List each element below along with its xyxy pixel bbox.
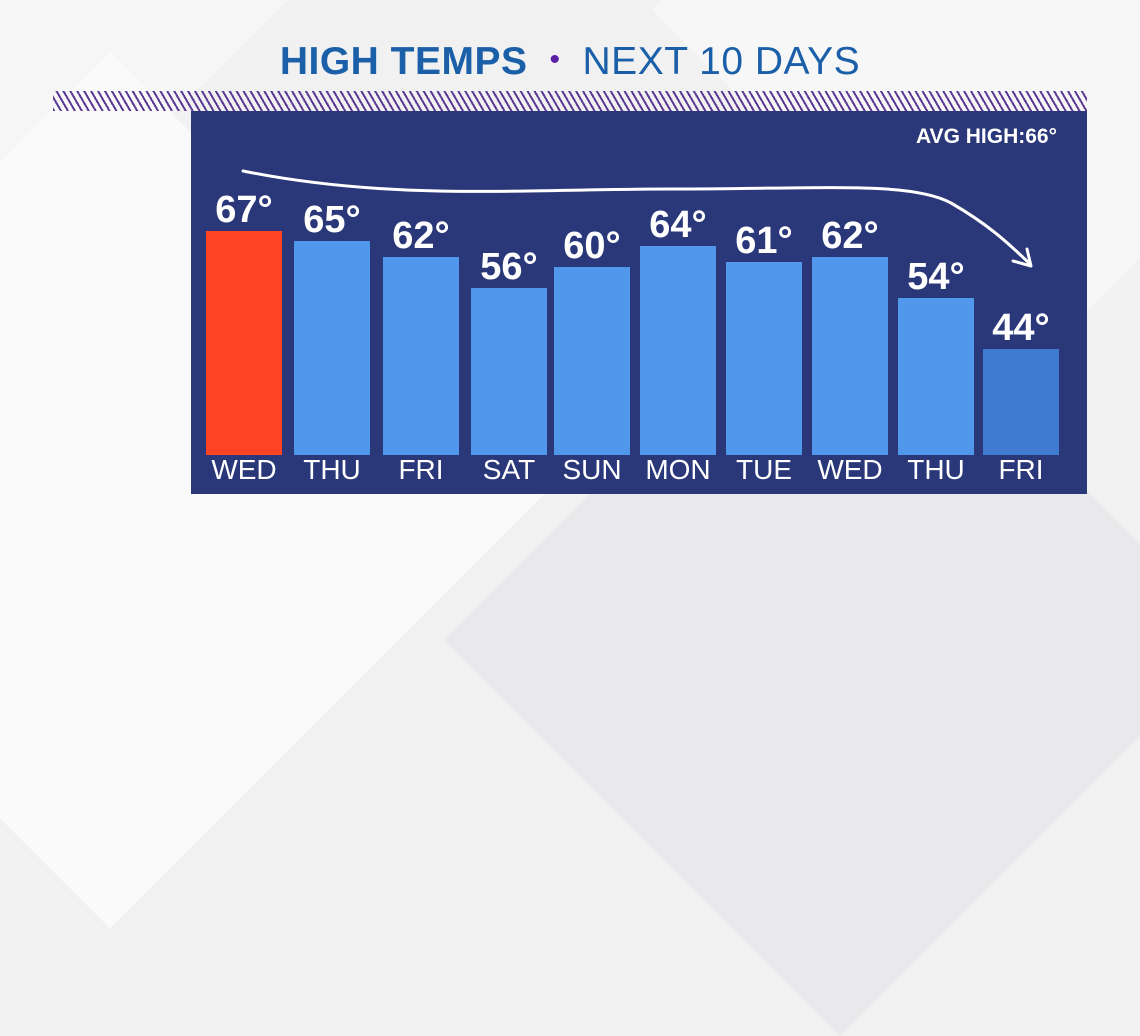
avg-high-label: AVG HIGH:66° <box>915 125 1057 148</box>
bar-thu <box>294 241 370 455</box>
bar-sun <box>554 267 630 455</box>
bar-fri <box>983 349 1059 455</box>
bar-thu <box>898 298 974 455</box>
trend-arrow-icon <box>241 169 1033 268</box>
bar-value-label: 61° <box>735 220 793 262</box>
bar-value-label: 54° <box>907 256 965 298</box>
title-separator-dot: • <box>549 43 561 76</box>
title-main: HIGH TEMPS <box>279 40 528 83</box>
day-label: THU <box>303 454 361 485</box>
bar-value-label: 65° <box>303 199 361 241</box>
bar-value-label: 56° <box>480 246 538 288</box>
day-label: TUE <box>736 454 792 485</box>
bar-wed <box>812 257 888 455</box>
bar-value-label: 64° <box>649 204 707 246</box>
bar-value-label: 60° <box>563 225 621 267</box>
bar-tue <box>726 262 802 455</box>
bar-value-label: 44° <box>992 307 1050 349</box>
title-subtitle: NEXT 10 DAYS <box>582 40 861 83</box>
chart-panel: AVG HIGH:66° 67° WED 65° THU 62° FRI 56° SAT 60°… <box>191 111 1087 494</box>
day-label: THU <box>907 454 965 485</box>
day-label: FRI <box>998 454 1044 485</box>
day-label: SAT <box>482 454 536 485</box>
bar-mon <box>640 246 716 455</box>
bar-wed <box>206 231 282 455</box>
decorative-stripe-band <box>53 91 1087 111</box>
day-label: SUN <box>562 454 622 485</box>
bar-value-label: 67° <box>215 189 273 231</box>
chart-title: HIGH TEMPS • NEXT 10 DAYS <box>0 40 1140 84</box>
day-label: MON <box>645 454 711 485</box>
bar-value-label: 62° <box>821 215 879 257</box>
bar-sat <box>471 288 547 455</box>
day-label: FRI <box>398 454 444 485</box>
day-label: WED <box>817 454 883 485</box>
day-label: WED <box>211 454 277 485</box>
bar-fri <box>383 257 459 455</box>
bar-value-label: 62° <box>392 215 450 257</box>
